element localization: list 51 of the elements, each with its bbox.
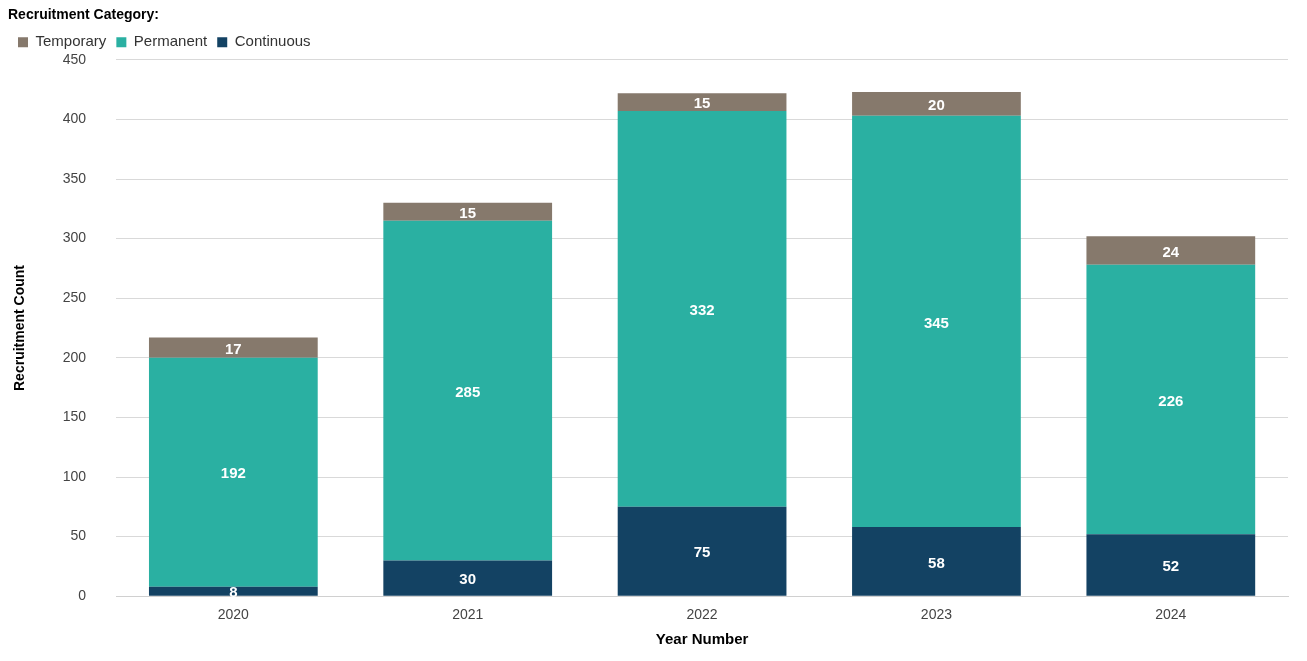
legend-label: Continuous	[234, 32, 311, 50]
data-label: 52	[1162, 557, 1180, 575]
y-tick-label: 200	[62, 348, 87, 365]
y-tick-label: 0	[78, 587, 87, 604]
data-label: 332	[689, 301, 715, 319]
data-label: 345	[923, 313, 949, 331]
bar	[148, 357, 318, 587]
y-tick-label: 350	[62, 169, 87, 186]
bar	[383, 202, 553, 221]
x-tick-label: 2021	[452, 606, 484, 623]
bar	[383, 560, 553, 596]
x-tick-label: 2024	[1155, 606, 1187, 623]
bar	[148, 586, 318, 596]
data-label: 8	[229, 583, 238, 601]
data-label: 15	[459, 203, 477, 221]
x-tick-label: 2022	[686, 606, 718, 623]
bar	[148, 337, 318, 358]
bar	[852, 115, 1021, 528]
data-label: 58	[928, 553, 945, 571]
data-label: 30	[459, 570, 477, 588]
data-label: 17	[225, 339, 242, 357]
data-label: 192	[220, 464, 246, 482]
y-tick-label: 300	[62, 229, 87, 246]
bar	[617, 506, 787, 596]
y-axis-title: Recruitment Count	[11, 264, 28, 391]
data-label: 75	[693, 543, 711, 561]
data-label: 226	[1158, 391, 1184, 409]
y-tick-label: 50	[70, 527, 87, 544]
bar	[852, 91, 1021, 116]
y-tick-label: 400	[62, 110, 87, 127]
data-label: 285	[455, 382, 481, 400]
y-tick-label: 450	[62, 50, 87, 67]
legend-label: Temporary	[35, 32, 107, 50]
bar	[617, 93, 787, 112]
x-tick-label: 2020	[217, 606, 250, 623]
bar	[1086, 534, 1256, 596]
legend-label: Permanent	[133, 32, 209, 50]
bar	[617, 111, 787, 507]
bar	[383, 220, 553, 561]
x-axis-title: Year Number	[655, 630, 749, 648]
bar	[1086, 264, 1256, 535]
bar	[852, 527, 1021, 596]
data-label: 15	[693, 94, 711, 112]
y-tick-label: 150	[62, 408, 87, 425]
legend-title: Recruitment Category:	[8, 5, 159, 22]
x-tick-label: 2023	[920, 606, 953, 623]
y-tick-label: 250	[62, 289, 87, 306]
y-tick-label: 100	[62, 467, 87, 484]
data-label: 24	[1162, 242, 1180, 260]
data-label: 20	[928, 96, 945, 114]
bar	[1086, 236, 1256, 265]
